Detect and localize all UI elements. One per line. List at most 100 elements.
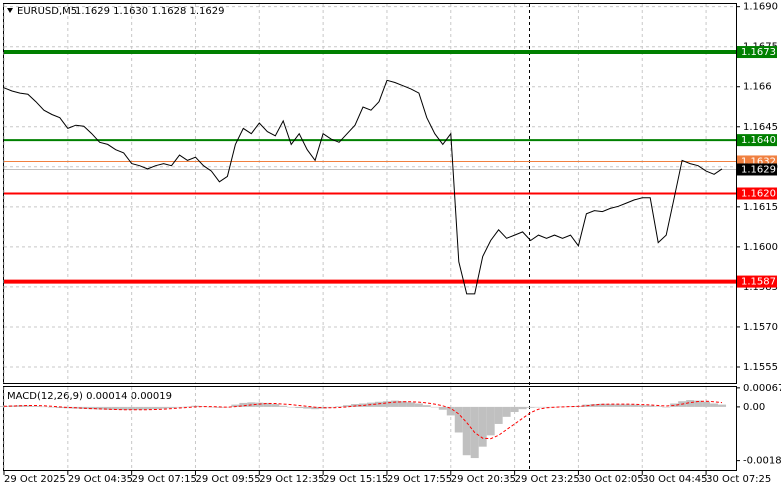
macd-bar xyxy=(462,406,471,456)
macd-bar xyxy=(151,406,160,410)
y-tick-label: 1.1645 xyxy=(743,122,778,133)
x-tick-label: 29 Oct 15:15 xyxy=(323,474,388,485)
level-label-bg xyxy=(737,163,777,176)
macd-bar xyxy=(510,406,519,413)
level-label: 1.1587 xyxy=(741,277,776,288)
x-tick-label: 29 Oct 17:55 xyxy=(387,474,452,485)
y-tick-label: 1.1600 xyxy=(743,242,778,253)
macd-bar xyxy=(534,406,543,408)
ohlc: 1.1629 1.1630 1.1628 1.1629 xyxy=(75,6,225,17)
macd-bar xyxy=(430,406,439,408)
y-tick-label: 1.1690 xyxy=(743,2,778,13)
level-label-bg xyxy=(737,46,777,59)
macd-bar xyxy=(311,406,320,410)
menu-triangle[interactable] xyxy=(7,8,13,13)
macd-bar xyxy=(255,402,264,407)
x-tick-label: 29 Oct 2025 xyxy=(4,474,66,485)
macd-bar xyxy=(239,402,248,407)
macd-bar xyxy=(0,406,8,407)
macd-bar xyxy=(566,406,575,407)
macd-bar xyxy=(199,406,208,407)
macd-bar xyxy=(31,406,40,407)
macd-bar xyxy=(319,406,328,409)
macd-bar xyxy=(167,406,176,409)
macd-bar xyxy=(95,406,104,410)
y-tick-label: 1.1615 xyxy=(743,202,778,213)
macd-bar xyxy=(143,406,152,410)
macd-bar xyxy=(382,401,391,407)
y-tick-label: 0.00067 xyxy=(743,383,781,394)
macd-bar xyxy=(478,406,487,447)
macd-bar xyxy=(390,400,399,407)
macd-bar xyxy=(614,404,623,407)
macd-bar xyxy=(550,406,559,408)
macd-bar xyxy=(303,406,312,409)
macd-bar xyxy=(231,404,240,407)
macd-bar xyxy=(63,406,72,409)
macd-bar xyxy=(39,406,48,408)
level-label: 1.1673 xyxy=(741,47,776,58)
macd-bar xyxy=(486,406,495,436)
macd-bar xyxy=(622,404,631,407)
macd-bar xyxy=(518,406,527,410)
macd-bar xyxy=(23,405,32,407)
macd-bar xyxy=(287,406,296,408)
macd-bar xyxy=(327,406,336,408)
level-label: 1.1629 xyxy=(741,164,776,175)
macd-bar xyxy=(183,406,192,408)
x-tick-label: 29 Oct 20:35 xyxy=(451,474,516,485)
macd-bar xyxy=(398,401,407,407)
macd-bar xyxy=(494,406,503,424)
macd-bar xyxy=(598,403,607,407)
macd-bar xyxy=(638,405,647,407)
macd-bar xyxy=(414,403,423,407)
macd-bar xyxy=(582,404,591,407)
macd-bar xyxy=(654,406,663,407)
macd-bar xyxy=(103,406,112,410)
macd-bar xyxy=(351,404,360,407)
macd-bar xyxy=(590,404,599,407)
macd-bar xyxy=(119,406,128,411)
signal-line xyxy=(3,400,723,440)
macd-bar xyxy=(207,406,216,408)
macd-bar xyxy=(135,406,144,410)
y-tick-label: 1.1555 xyxy=(743,362,778,373)
macd-bar xyxy=(55,406,64,409)
macd-bar xyxy=(159,406,168,409)
macd-bar xyxy=(438,406,447,410)
macd-bar xyxy=(646,405,655,407)
y-tick-label: 1.1570 xyxy=(743,322,778,333)
macd-bar xyxy=(335,406,344,407)
macd-bar xyxy=(191,405,200,407)
x-tick-label: 30 Oct 02:05 xyxy=(578,474,643,485)
level-label-bg xyxy=(737,187,777,200)
macd-bar xyxy=(702,401,711,407)
macd-bar xyxy=(271,404,280,407)
macd-bar xyxy=(630,404,639,407)
main-frame xyxy=(3,3,737,384)
y-tick-label: 1.166 xyxy=(743,82,772,93)
macd-bar xyxy=(263,402,272,407)
macd-bar xyxy=(446,406,455,416)
macd-bar xyxy=(79,406,88,409)
macd-bar xyxy=(686,400,695,407)
x-tick-label: 30 Oct 07:25 xyxy=(706,474,771,485)
macd-bar xyxy=(422,405,431,407)
macd-bar xyxy=(606,404,615,407)
macd-bar xyxy=(662,406,671,408)
level-label: 1.1632 xyxy=(741,156,776,167)
macd-bar xyxy=(359,403,368,407)
macd-bar xyxy=(111,406,120,410)
level-label-bg xyxy=(737,134,777,147)
macd-bar xyxy=(87,406,96,410)
macd-bar xyxy=(710,403,719,407)
x-tick-label: 29 Oct 09:55 xyxy=(195,474,260,485)
macd-bar xyxy=(279,405,288,407)
macd-bar xyxy=(223,406,232,408)
macd-bar xyxy=(406,402,415,407)
macd-bar xyxy=(374,401,383,407)
y-tick-label: -0.00189 xyxy=(743,456,781,467)
x-tick-label: 29 Oct 12:35 xyxy=(259,474,324,485)
